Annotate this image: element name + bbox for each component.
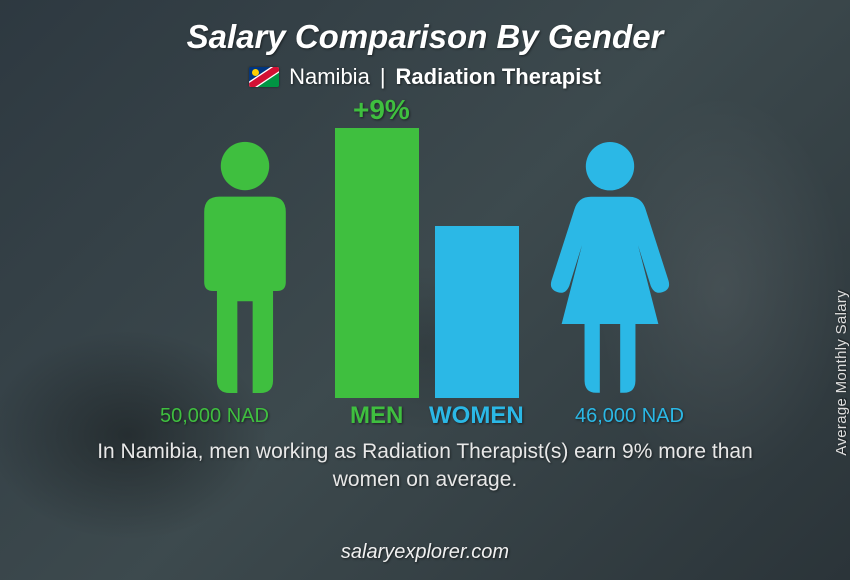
male-person-icon [180, 138, 310, 398]
men-salary-value: 50,000 NAD [160, 405, 269, 428]
namibia-flag-icon [249, 67, 279, 87]
category-label-men: MEN [350, 402, 403, 430]
women-salary-value: 46,000 NAD [575, 405, 684, 428]
description-text: In Namibia, men working as Radiation The… [65, 438, 785, 495]
percent-difference-label: +9% [353, 94, 410, 126]
job-title-label: Radiation Therapist [396, 64, 601, 90]
y-axis-label: Average Monthly Salary [834, 290, 850, 456]
female-person-icon [540, 138, 680, 398]
subtitle-row: Namibia | Radiation Therapist [249, 64, 601, 90]
bar-men [335, 128, 419, 398]
bar-women [435, 226, 519, 398]
separator: | [380, 64, 386, 90]
salary-bar-chart: +9% 50,000 NAD MEN WOMEN 46,000 NAD [75, 96, 775, 436]
source-footer: salaryexplorer.com [0, 541, 850, 564]
page-title: Salary Comparison By Gender [187, 18, 664, 56]
infographic-content: Salary Comparison By Gender Namibia | Ra… [0, 0, 850, 580]
category-label-women: WOMEN [429, 402, 524, 430]
country-label: Namibia [289, 64, 370, 90]
